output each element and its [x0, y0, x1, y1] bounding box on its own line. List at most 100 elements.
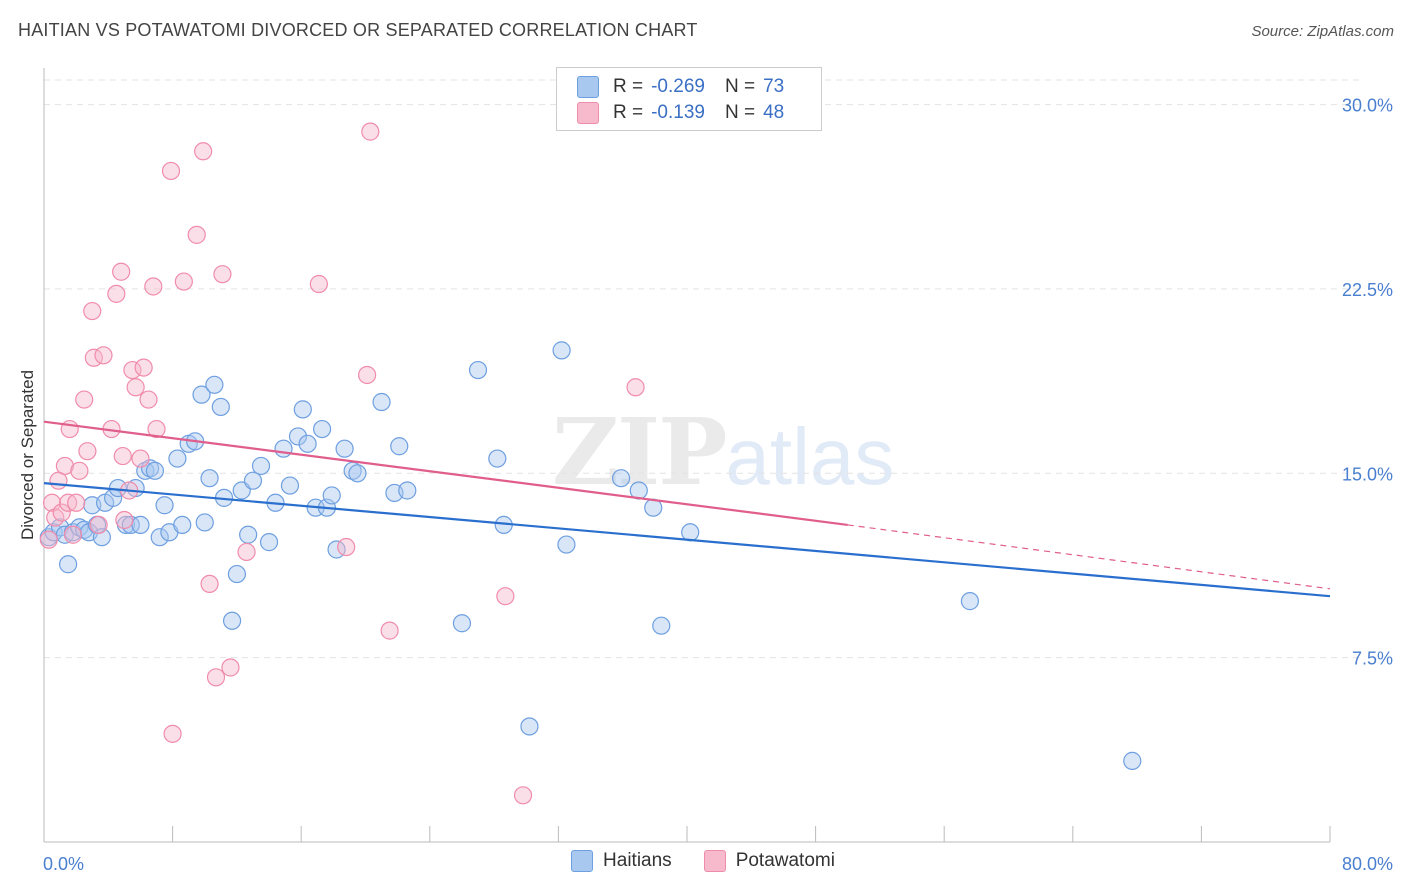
- point-potawatomi: [337, 537, 356, 557]
- point-potawatomi: [42, 493, 62, 512]
- legend-r-value: -0.269: [651, 76, 705, 97]
- point-haitians: [222, 611, 242, 630]
- point-haitians: [200, 469, 219, 488]
- point-potawatomi: [496, 587, 515, 606]
- point-haitians: [70, 518, 89, 537]
- point-haitians: [390, 437, 409, 456]
- point-haitians: [243, 471, 263, 490]
- series-legend: Haitians Potawatomi: [0, 850, 1406, 872]
- point-potawatomi: [55, 456, 74, 476]
- point-potawatomi: [626, 378, 645, 397]
- trend-lines: [43, 420, 1331, 598]
- trend-line-haitians: [43, 482, 1331, 598]
- tick-labels: 7.5% 15.0% 22.5% 30.0% 0.0% 80.0% Divorced or …: [18, 96, 1393, 874]
- point-haitians: [468, 360, 488, 380]
- point-haitians: [251, 456, 271, 476]
- point-haitians: [168, 449, 187, 468]
- point-potawatomi: [163, 724, 182, 743]
- point-haitians: [348, 464, 367, 483]
- point-haitians: [452, 614, 472, 633]
- point-potawatomi: [112, 262, 131, 281]
- point-haitians: [227, 564, 246, 584]
- point-haitians: [960, 592, 980, 611]
- point-haitians: [557, 535, 576, 554]
- point-potawatomi: [221, 658, 240, 677]
- point-potawatomi: [174, 272, 193, 291]
- x-tick-label-min: 0.0%: [43, 854, 84, 874]
- y-axis-label: Divorced or Separated: [18, 370, 37, 540]
- y-tick-label: 30.0%: [1342, 96, 1393, 116]
- point-haitians: [131, 515, 150, 535]
- point-haitians: [312, 419, 332, 439]
- legend-swatch-haitians: [577, 76, 599, 98]
- point-potawatomi: [75, 390, 94, 409]
- legend-item-potawatomi: Potawatomi: [703, 850, 835, 872]
- legend-swatch-potawatomi: [703, 850, 726, 872]
- legend-n-label: N =: [724, 102, 756, 123]
- point-haitians: [335, 439, 354, 458]
- point-potawatomi: [83, 301, 102, 321]
- point-potawatomi: [237, 542, 256, 562]
- point-potawatomi: [39, 530, 58, 549]
- point-potawatomi: [161, 161, 181, 181]
- point-haitians: [211, 397, 230, 417]
- point-haitians: [195, 513, 214, 532]
- y-tick-label: 7.5%: [1352, 649, 1393, 669]
- point-potawatomi: [123, 360, 142, 380]
- point-haitians: [173, 515, 192, 535]
- legend-swatch-haitians: [571, 850, 594, 872]
- legend-label-haitians: Haitians: [603, 850, 672, 871]
- x-tick-label-max: 80.0%: [1342, 854, 1393, 874]
- point-haitians: [611, 469, 631, 488]
- watermark-atlas: atlas: [725, 412, 895, 501]
- point-haitians: [552, 341, 571, 360]
- point-haitians: [150, 528, 169, 547]
- watermark: ZIPatlas: [552, 398, 894, 506]
- legend-n-value: 73: [763, 76, 785, 97]
- point-potawatomi: [115, 510, 134, 530]
- point-potawatomi: [60, 419, 79, 439]
- trend-line-potawatomi: [43, 420, 848, 527]
- point-haitians: [652, 616, 671, 635]
- point-potawatomi: [134, 358, 153, 377]
- legend-r-value: -0.139: [651, 102, 705, 123]
- point-potawatomi: [144, 277, 163, 296]
- point-potawatomi: [94, 346, 113, 365]
- point-potawatomi: [126, 378, 145, 397]
- point-potawatomi: [107, 284, 126, 303]
- point-haitians: [372, 392, 391, 412]
- point-haitians: [298, 434, 317, 453]
- point-haitians: [239, 525, 258, 544]
- point-haitians: [192, 385, 211, 404]
- y-tick-label: 15.0%: [1342, 464, 1393, 484]
- point-potawatomi: [147, 419, 166, 439]
- point-haitians: [274, 439, 293, 458]
- point-haitians: [681, 523, 700, 542]
- legend-r-label: R =: [613, 102, 644, 123]
- legend-label-potawatomi: Potawatomi: [735, 850, 835, 871]
- point-potawatomi: [70, 461, 89, 480]
- point-haitians: [155, 496, 174, 515]
- point-haitians: [288, 427, 308, 446]
- point-potawatomi: [213, 265, 232, 284]
- point-potawatomi: [200, 574, 219, 594]
- correlation-legend: R = -0.269 N = 73 R = -0.139 N = 48: [556, 67, 822, 131]
- y-tick-label: 22.5%: [1342, 280, 1393, 300]
- point-potawatomi: [194, 142, 213, 161]
- legend-n-label: N =: [724, 76, 756, 97]
- axes: [43, 68, 1331, 843]
- point-potawatomi: [513, 786, 533, 805]
- point-haitians: [398, 481, 417, 500]
- point-potawatomi: [139, 390, 158, 409]
- legend-row-haitians: R = -0.269 N = 73: [577, 74, 804, 100]
- point-haitians: [259, 533, 279, 552]
- point-potawatomi: [63, 525, 83, 544]
- source-label: Source: ZipAtlas.com: [1251, 23, 1394, 40]
- point-potawatomi: [78, 442, 97, 461]
- legend-n-value: 48: [763, 102, 785, 123]
- point-potawatomi: [52, 503, 71, 522]
- legend-item-haitians: Haitians: [571, 850, 672, 872]
- legend-swatch-potawatomi: [577, 102, 599, 124]
- point-potawatomi: [67, 493, 86, 512]
